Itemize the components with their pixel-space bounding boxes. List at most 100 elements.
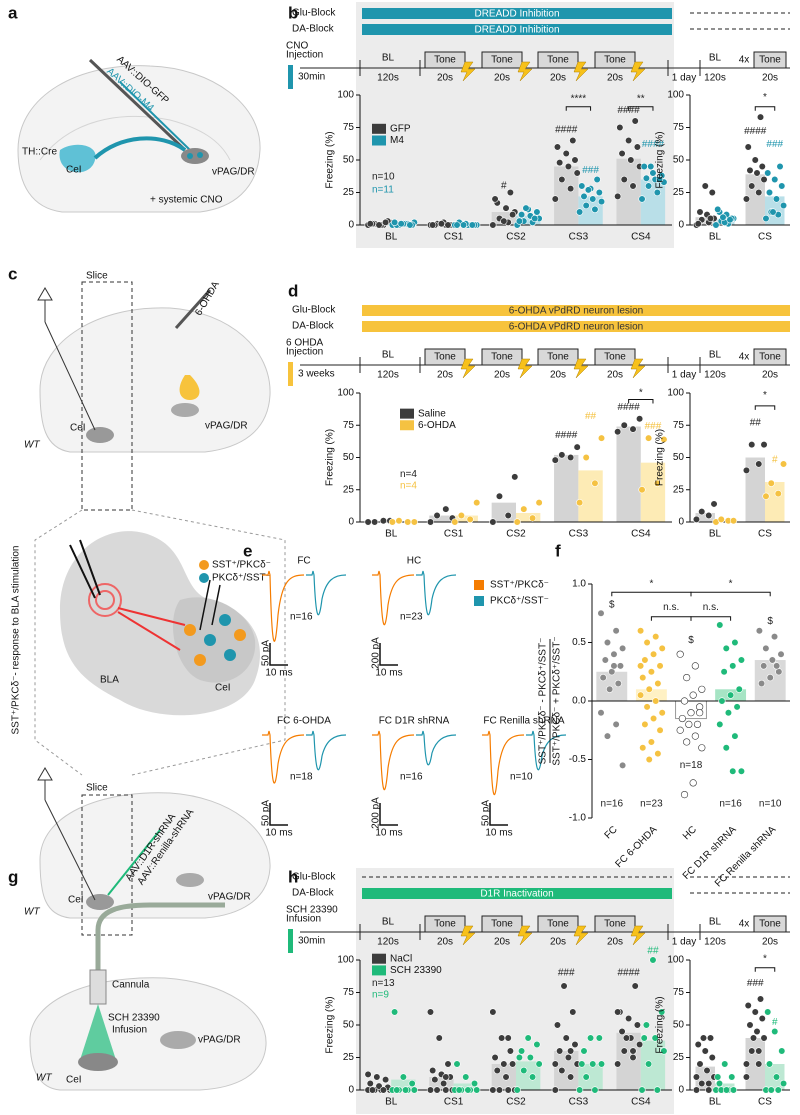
dot — [379, 517, 388, 525]
dot — [495, 1086, 504, 1094]
dot — [760, 441, 768, 449]
annotation: * — [649, 579, 653, 590]
dot — [699, 1034, 708, 1042]
tone-label: Tone — [604, 55, 626, 66]
dot — [597, 198, 606, 206]
bar — [695, 217, 715, 225]
gap-label: 1 day — [672, 937, 696, 948]
infusion — [80, 1004, 116, 1060]
dot — [366, 220, 374, 228]
annotation: **** — [571, 94, 587, 105]
bar — [453, 515, 478, 522]
dot — [498, 1034, 506, 1042]
dot — [610, 650, 618, 658]
dot — [753, 169, 761, 177]
dot — [731, 732, 739, 740]
dot — [647, 668, 656, 676]
cell — [187, 153, 193, 159]
trace — [372, 730, 415, 791]
annotation: n=16 — [719, 799, 742, 810]
y-tick-label: 100 — [337, 90, 354, 101]
scale-label: 200 pA — [371, 797, 382, 829]
annotation: * — [729, 579, 733, 590]
tone-label: Tone — [759, 352, 781, 363]
scale-label: 10 ms — [265, 668, 292, 679]
dot — [599, 673, 607, 682]
dot — [728, 1073, 736, 1081]
dot — [654, 679, 662, 688]
dot — [580, 1047, 588, 1055]
region-label: vPAG/DR — [198, 1035, 241, 1046]
region-label: CeI — [70, 423, 86, 434]
dot — [582, 453, 590, 462]
dot — [597, 1060, 606, 1068]
panel-letter: e — [243, 541, 252, 560]
dot — [678, 714, 686, 723]
tone-time: 20s — [437, 370, 453, 381]
n-label: n=18 — [290, 772, 313, 783]
dot — [410, 518, 418, 526]
pipette — [199, 579, 221, 631]
dot — [636, 627, 645, 635]
shock — [573, 925, 589, 946]
y-tick-label: 0 — [348, 220, 354, 231]
injection-label: 6 OHDA — [286, 338, 324, 349]
dot — [645, 685, 653, 693]
mouse-label: TH::Cre — [22, 147, 57, 158]
dot — [576, 208, 584, 216]
injection-label: Injection — [286, 347, 323, 358]
dot — [429, 1066, 437, 1075]
dot — [473, 1086, 481, 1094]
dot — [771, 175, 779, 184]
block-label: Glu-Block — [292, 305, 336, 316]
region-label: vPAG/DR — [208, 892, 251, 903]
y-tick-label: -0.5 — [569, 754, 587, 765]
dot — [573, 169, 581, 177]
repeat-label: 4x — [739, 919, 750, 930]
phase-label: BL — [709, 53, 722, 64]
dot — [680, 790, 689, 799]
tone-time: 20s — [762, 937, 778, 948]
dot — [653, 1086, 661, 1094]
y-tick-label: 25 — [343, 187, 355, 198]
dot — [658, 1008, 666, 1016]
x-tick-label: CS3 — [569, 1097, 589, 1108]
dot — [556, 1047, 564, 1055]
annotation: #### — [555, 430, 578, 441]
shock — [630, 61, 646, 82]
dot — [658, 709, 666, 717]
dot — [694, 1040, 702, 1049]
dot — [755, 460, 763, 468]
dot — [489, 518, 497, 526]
y-tick-label: 100 — [337, 388, 354, 399]
annotation: ### — [645, 421, 662, 432]
y-tick-label: 25 — [673, 1052, 685, 1063]
dot — [640, 162, 648, 171]
annotation: n=10 — [372, 172, 395, 183]
x-tick-label: BL — [385, 529, 398, 540]
dot — [760, 175, 768, 184]
dot — [774, 490, 782, 498]
tone-time: 20s — [550, 73, 566, 84]
annotation: ## — [750, 417, 762, 428]
tone-time: 20s — [550, 937, 566, 948]
tone-box — [424, 915, 466, 933]
dot — [366, 1079, 374, 1088]
dot — [649, 169, 657, 177]
region-label: CeI — [215, 683, 231, 694]
dot — [644, 1060, 653, 1068]
panel-letter: a — [8, 3, 18, 22]
x-tick-label: CS3 — [569, 232, 589, 243]
dot — [698, 508, 706, 516]
dot — [639, 744, 647, 752]
trace — [306, 570, 347, 616]
dot — [618, 149, 626, 158]
dot — [371, 518, 379, 526]
dot — [508, 211, 517, 219]
dot — [551, 195, 559, 203]
phase-label: BL — [382, 917, 395, 928]
y-axis-label: SST⁺/PKCδ⁻ - PKCδ⁺/SST⁻ — [538, 638, 549, 765]
y-tick-label: 50 — [673, 1020, 685, 1031]
n-label: n=16 — [400, 772, 423, 783]
dot — [722, 744, 730, 752]
